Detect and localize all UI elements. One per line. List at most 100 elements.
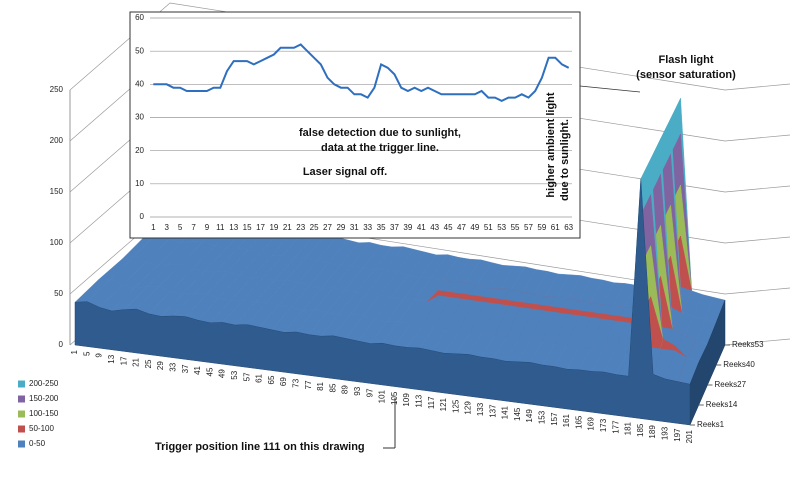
y-tick-label: 20 xyxy=(135,146,144,155)
y-tick-label: 200 xyxy=(50,136,64,145)
x-tick-label: 189 xyxy=(648,425,657,439)
x-tick-label: 17 xyxy=(119,356,128,365)
x-tick-label: 77 xyxy=(304,380,313,389)
x-tick-label: 17 xyxy=(256,223,265,232)
y-tick-label: 50 xyxy=(135,46,144,55)
x-tick-label: 3 xyxy=(165,223,170,232)
series-label: Reeks40 xyxy=(723,360,755,369)
x-tick-label: 33 xyxy=(363,223,372,232)
grid-line xyxy=(69,206,791,295)
legend-swatch xyxy=(18,425,25,433)
x-tick-label: 49 xyxy=(470,223,479,232)
x-tick-label: 9 xyxy=(95,353,104,358)
x-tick-label: 37 xyxy=(390,223,399,232)
y-tick-label: 60 xyxy=(135,13,144,22)
x-tick-label: 105 xyxy=(390,391,399,405)
y-tick-label: 10 xyxy=(135,179,144,188)
front-face xyxy=(74,178,691,426)
x-tick-label: 113 xyxy=(415,394,424,407)
annotation: higher ambient light xyxy=(545,92,557,197)
x-tick-label: 39 xyxy=(403,223,412,232)
x-tick-label: 25 xyxy=(310,223,319,232)
x-tick-label: 45 xyxy=(205,367,214,376)
x-tick-label: 33 xyxy=(169,362,178,371)
x-tick-label: 57 xyxy=(524,223,533,232)
annotation: (sensor saturation) xyxy=(636,69,736,81)
x-tick-label: 109 xyxy=(402,393,411,407)
y-tick-label: 30 xyxy=(135,113,144,122)
x-tick-label: 31 xyxy=(350,223,359,232)
legend-label: 150-200 xyxy=(29,394,59,403)
x-tick-label: 153 xyxy=(538,410,547,424)
legend-swatch xyxy=(18,380,25,388)
x-tick-label: 141 xyxy=(501,405,510,419)
annotation: data at the trigger line. xyxy=(321,142,439,154)
x-tick-label: 201 xyxy=(685,429,694,443)
x-tick-label: 23 xyxy=(296,223,305,232)
y-tick-label: 150 xyxy=(50,187,64,196)
x-tick-label: 173 xyxy=(599,418,608,432)
x-tick-label: 15 xyxy=(243,223,252,232)
x-tick-label: 101 xyxy=(378,389,387,403)
y-tick-label: 50 xyxy=(54,289,63,298)
x-tick-label: 43 xyxy=(430,223,439,232)
y-tick-label: 0 xyxy=(59,340,64,349)
annotation: Trigger position line 111 on this drawin… xyxy=(155,441,365,453)
legend-swatch xyxy=(18,440,25,448)
x-tick-label: 19 xyxy=(269,223,278,232)
x-tick-label: 61 xyxy=(255,373,264,382)
x-tick-label: 29 xyxy=(156,361,165,370)
x-tick-label: 129 xyxy=(464,401,473,415)
x-tick-label: 21 xyxy=(283,223,292,232)
x-tick-label: 157 xyxy=(550,412,559,426)
x-tick-label: 121 xyxy=(439,397,448,411)
x-tick-label: 165 xyxy=(574,415,583,429)
x-tick-label: 21 xyxy=(132,357,141,366)
x-tick-label: 177 xyxy=(611,420,620,434)
x-tick-label: 97 xyxy=(365,388,374,397)
x-tick-label: 49 xyxy=(218,369,227,378)
x-tick-label: 53 xyxy=(230,370,239,379)
inset-frame xyxy=(129,11,581,239)
x-tick-label: 125 xyxy=(451,399,460,413)
y-tick-label: 0 xyxy=(140,212,145,221)
x-tick-label: 133 xyxy=(476,402,485,416)
x-tick-label: 27 xyxy=(323,223,332,232)
legend-swatch xyxy=(18,410,25,418)
x-tick-label: 193 xyxy=(661,426,670,440)
annotation: Flash light xyxy=(659,54,714,66)
x-tick-label: 73 xyxy=(292,378,301,387)
x-tick-label: 1 xyxy=(151,223,156,232)
x-tick-label: 45 xyxy=(444,223,453,232)
x-tick-label: 181 xyxy=(624,421,633,435)
x-tick-label: 169 xyxy=(587,417,596,431)
flash-pointer xyxy=(579,85,641,93)
x-tick-label: 53 xyxy=(497,223,506,232)
x-tick-label: 81 xyxy=(316,381,325,390)
legend-label: 100-150 xyxy=(29,409,59,418)
x-tick-label: 161 xyxy=(562,413,571,427)
x-tick-label: 57 xyxy=(242,372,251,381)
x-tick-label: 59 xyxy=(537,223,546,232)
x-tick-label: 41 xyxy=(193,365,202,374)
y-tick-label: 40 xyxy=(135,79,144,88)
x-tick-label: 5 xyxy=(82,351,91,356)
series-label: Reeks14 xyxy=(706,400,738,409)
x-tick-label: 47 xyxy=(457,223,466,232)
x-tick-label: 65 xyxy=(267,375,276,384)
x-tick-label: 137 xyxy=(488,404,497,418)
x-tick-label: 145 xyxy=(513,407,522,421)
x-tick-label: 117 xyxy=(427,396,436,409)
x-tick-label: 11 xyxy=(216,223,225,232)
x-tick-label: 5 xyxy=(178,223,183,232)
x-tick-label: 35 xyxy=(377,223,386,232)
annotation: due to sunlight. xyxy=(559,119,571,201)
y-tick-label: 250 xyxy=(50,85,64,94)
x-tick-label: 41 xyxy=(417,223,426,232)
annotation: Laser signal off. xyxy=(303,166,387,178)
series-label: Reeks1 xyxy=(697,420,725,429)
series-label: Reeks53 xyxy=(732,340,764,349)
x-tick-label: 51 xyxy=(484,223,493,232)
